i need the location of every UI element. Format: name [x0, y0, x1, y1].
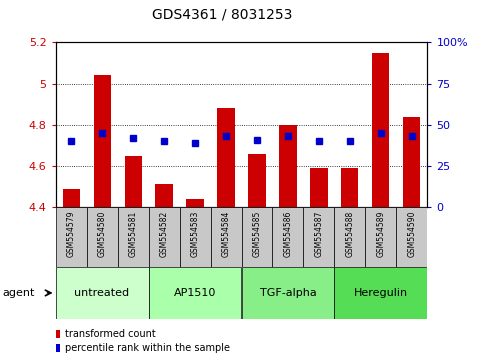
Bar — [94, 75, 111, 207]
Bar — [397, 207, 427, 267]
Bar — [156, 184, 172, 207]
Text: AP1510: AP1510 — [174, 288, 216, 298]
Bar — [56, 207, 86, 267]
Text: GSM554584: GSM554584 — [222, 211, 230, 257]
Text: untreated: untreated — [74, 288, 129, 298]
Bar — [62, 189, 80, 207]
Bar — [242, 207, 272, 267]
Bar — [125, 156, 142, 207]
Bar — [311, 168, 327, 207]
Text: transformed count: transformed count — [65, 329, 156, 339]
Text: GSM554589: GSM554589 — [376, 211, 385, 257]
Bar — [186, 199, 203, 207]
Text: percentile rank within the sample: percentile rank within the sample — [65, 343, 230, 353]
Bar — [248, 154, 266, 207]
Bar — [211, 207, 242, 267]
Bar — [242, 267, 334, 319]
Text: agent: agent — [2, 288, 35, 298]
Text: Heregulin: Heregulin — [354, 288, 408, 298]
Text: GSM554587: GSM554587 — [314, 211, 324, 257]
Bar — [149, 267, 242, 319]
Bar — [303, 207, 334, 267]
Text: GSM554579: GSM554579 — [67, 211, 75, 257]
Bar — [280, 125, 297, 207]
Bar — [403, 116, 421, 207]
Text: GSM554586: GSM554586 — [284, 211, 293, 257]
Bar — [86, 207, 117, 267]
Text: GSM554580: GSM554580 — [98, 211, 107, 257]
Text: GSM554583: GSM554583 — [190, 211, 199, 257]
Bar — [180, 207, 211, 267]
Text: GSM554582: GSM554582 — [159, 211, 169, 257]
Bar — [334, 267, 427, 319]
Bar — [56, 267, 149, 319]
Bar — [372, 53, 389, 207]
Bar — [149, 207, 180, 267]
Bar — [272, 207, 303, 267]
Text: GSM554581: GSM554581 — [128, 211, 138, 257]
Bar — [341, 168, 358, 207]
Text: GSM554585: GSM554585 — [253, 211, 261, 257]
Bar — [217, 108, 235, 207]
Bar — [334, 207, 366, 267]
Text: GSM554590: GSM554590 — [408, 211, 416, 257]
Bar — [117, 207, 149, 267]
Bar — [366, 207, 397, 267]
Text: TGF-alpha: TGF-alpha — [260, 288, 316, 298]
Text: GDS4361 / 8031253: GDS4361 / 8031253 — [152, 7, 292, 21]
Text: GSM554588: GSM554588 — [345, 211, 355, 257]
